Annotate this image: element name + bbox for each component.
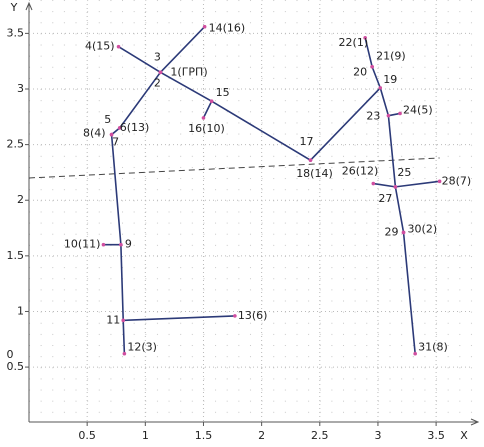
node (398, 111, 402, 116)
node (117, 126, 122, 130)
node-label: 7 (112, 136, 119, 149)
node-label: 26(12) (342, 165, 379, 178)
node-label: 10(11) (64, 238, 101, 251)
node-label: 3 (154, 50, 161, 63)
node-label: 12(3) (127, 341, 157, 354)
node (393, 185, 398, 189)
node (119, 242, 123, 247)
node (109, 132, 114, 137)
y-tick-label: 2 (17, 193, 24, 206)
node (122, 351, 127, 356)
node-label: 5 (104, 113, 111, 126)
node-label: 6(13) (120, 121, 150, 134)
node-label: 14(16) (209, 22, 246, 35)
dashed-line (28, 157, 440, 179)
node (363, 36, 367, 40)
x-tick-label: 0.5 (78, 429, 96, 442)
node-label: 30(2) (408, 222, 438, 235)
node-label: 4(15) (85, 40, 115, 53)
node-label: 2 (154, 76, 161, 89)
pipe (110, 71, 162, 354)
node (158, 70, 163, 75)
y-tick-label: 2.5 (7, 138, 25, 151)
node-label: 24(5) (403, 103, 433, 116)
node-label: 27 (378, 192, 392, 205)
node (201, 116, 206, 120)
x-tick-label: 2.5 (311, 429, 329, 442)
x-tick-label: 3 (374, 429, 381, 442)
node-label: 29 (385, 225, 399, 238)
node-label: 11 (106, 313, 120, 326)
minor-grid (29, 0, 477, 422)
x-axis-label: X (460, 429, 468, 442)
x-tick-label: 1.5 (195, 429, 213, 442)
y-arrow (25, 1, 33, 11)
node-label: 9 (125, 238, 132, 251)
node (437, 179, 442, 184)
node-label: 22(1) (339, 36, 369, 49)
pipe (388, 112, 401, 117)
x-tick-label: 3.5 (427, 429, 445, 442)
pipe (123, 315, 235, 322)
x-arrow (470, 418, 480, 426)
y-tick-label: 3.5 (7, 26, 25, 39)
origin-label: 0 (7, 348, 14, 361)
node (378, 86, 383, 90)
node-label: 25 (397, 166, 411, 179)
node (386, 113, 391, 118)
node (202, 24, 207, 29)
node (308, 158, 313, 162)
node (370, 64, 374, 69)
node-label: 31(8) (418, 341, 448, 354)
node-label: 16(10) (188, 122, 225, 135)
node-label: 17 (299, 135, 313, 148)
node-label: 28(7) (442, 174, 472, 187)
node (101, 242, 106, 247)
node-label: 23 (366, 110, 380, 123)
x-tick-label: 2 (258, 429, 265, 442)
node-label: 8(4) (83, 127, 106, 140)
y-axis-label: Y (10, 1, 18, 14)
node (121, 318, 126, 323)
node (413, 351, 417, 356)
node (233, 314, 237, 318)
node-label: 19 (383, 73, 397, 86)
pipe (159, 26, 206, 73)
node-label: 18(14) (296, 167, 333, 180)
node (401, 230, 406, 235)
y-tick-label: 0.5 (7, 360, 25, 373)
x-tick-label: 1 (142, 429, 149, 442)
node-label: 15 (216, 86, 230, 99)
y-tick-label: 1 (17, 304, 24, 317)
pipe (202, 100, 213, 119)
node-label: 1(ГРП) (170, 65, 207, 78)
y-tick-label: 1.5 (7, 249, 25, 262)
node-label: 21(9) (376, 50, 406, 63)
y-tick-label: 3 (17, 82, 24, 95)
node (116, 44, 121, 49)
node (371, 181, 376, 186)
node-label: 20 (353, 66, 367, 79)
node (209, 99, 214, 104)
node-label: 13(6) (238, 309, 268, 322)
